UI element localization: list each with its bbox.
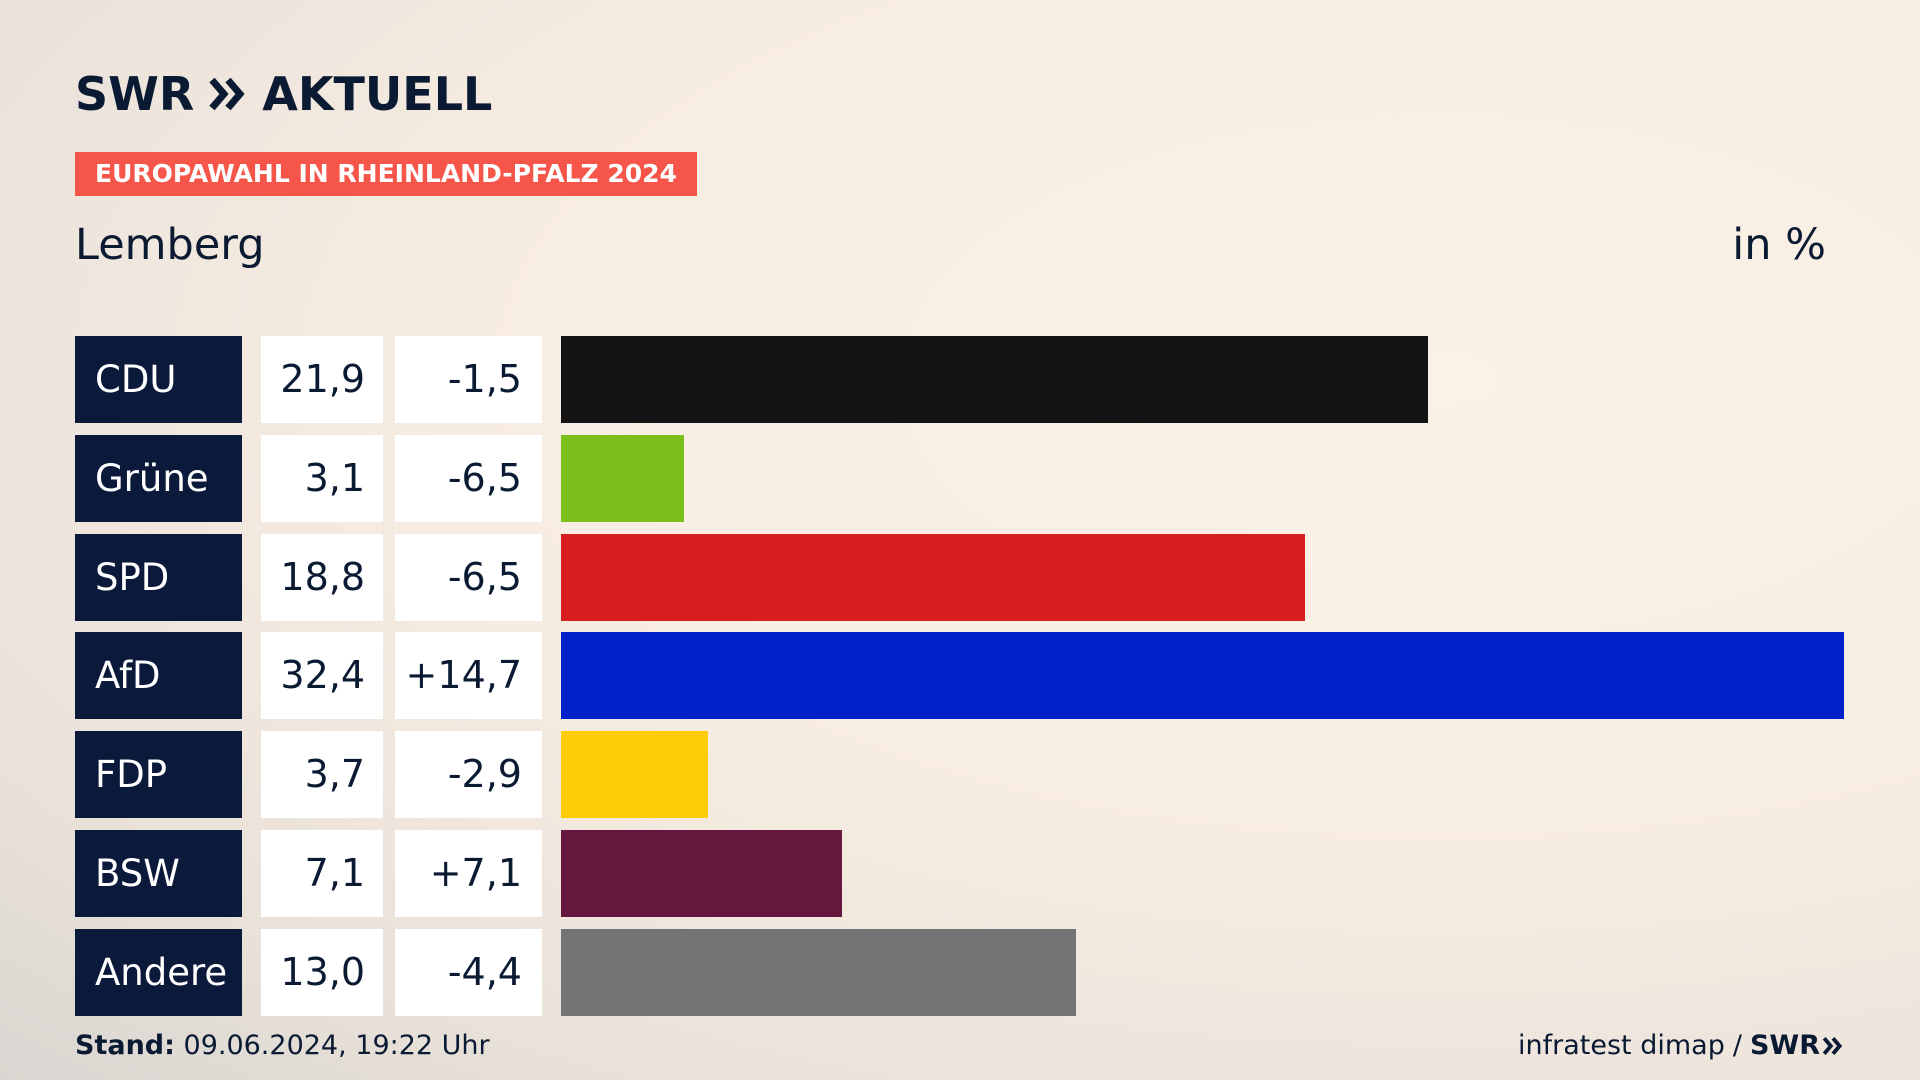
party-share: 13,0 <box>261 928 383 1016</box>
result-row: AfD 32,4 +14,7 <box>0 632 1920 720</box>
party-name: FDP <box>75 731 242 819</box>
party-bar <box>561 434 684 522</box>
party-share: 3,7 <box>261 731 383 819</box>
party-share: 32,4 <box>261 632 383 720</box>
source-credit: infratest dimap / SWR <box>1518 1030 1844 1061</box>
source-text: infratest dimap <box>1518 1030 1725 1061</box>
party-share: 18,8 <box>261 533 383 621</box>
logo-text: SWR <box>75 67 195 121</box>
double-chevron-right-icon <box>1822 1036 1843 1055</box>
result-row: Andere 13,0 -4,4 <box>0 928 1920 1016</box>
party-bar <box>561 928 1076 1016</box>
stand-value: 09.06.2024, 19:22 Uhr <box>183 1030 490 1061</box>
stand-label: Stand: <box>75 1030 175 1061</box>
party-name: SPD <box>75 533 242 621</box>
logo-suffix: AKTUELL <box>262 67 493 121</box>
party-bar <box>561 731 708 819</box>
election-tag: EUROPAWAHL IN RHEINLAND-PFALZ 2024 <box>75 152 697 196</box>
double-chevron-right-icon <box>208 76 248 112</box>
party-share: 7,1 <box>261 830 383 917</box>
result-row: Grüne 3,1 -6,5 <box>0 434 1920 522</box>
source-separator: / <box>1732 1030 1742 1061</box>
party-change: -1,5 <box>395 336 542 423</box>
party-share: 3,1 <box>261 434 383 522</box>
result-row: BSW 7,1 +7,1 <box>0 830 1920 917</box>
party-name: BSW <box>75 830 242 917</box>
party-change: -6,5 <box>395 434 542 522</box>
result-row: CDU 21,9 -1,5 <box>0 336 1920 423</box>
footer-logo: SWR <box>1750 1030 1844 1061</box>
party-name: CDU <box>75 336 242 423</box>
place-title: Lemberg <box>75 220 265 270</box>
result-row: SPD 18,8 -6,5 <box>0 533 1920 621</box>
party-change: +7,1 <box>395 830 542 917</box>
party-change: -2,9 <box>395 731 542 819</box>
footer-logo-text: SWR <box>1749 1030 1820 1061</box>
result-row: FDP 3,7 -2,9 <box>0 731 1920 819</box>
unit-label: in % <box>1732 220 1826 270</box>
party-bar <box>561 336 1429 423</box>
swr-aktuell-logo: SWR AKTUELL <box>75 64 492 124</box>
party-bar <box>561 830 843 917</box>
party-name: AfD <box>75 632 242 720</box>
party-name: Andere <box>75 928 242 1016</box>
party-change: -6,5 <box>395 533 542 621</box>
party-bar <box>561 533 1306 621</box>
party-share: 21,9 <box>261 336 383 423</box>
party-name: Grüne <box>75 434 242 522</box>
party-change: +14,7 <box>395 632 542 720</box>
timestamp: Stand: 09.06.2024, 19:22 Uhr <box>75 1030 490 1061</box>
party-bar <box>561 632 1844 720</box>
party-change: -4,4 <box>395 928 542 1016</box>
